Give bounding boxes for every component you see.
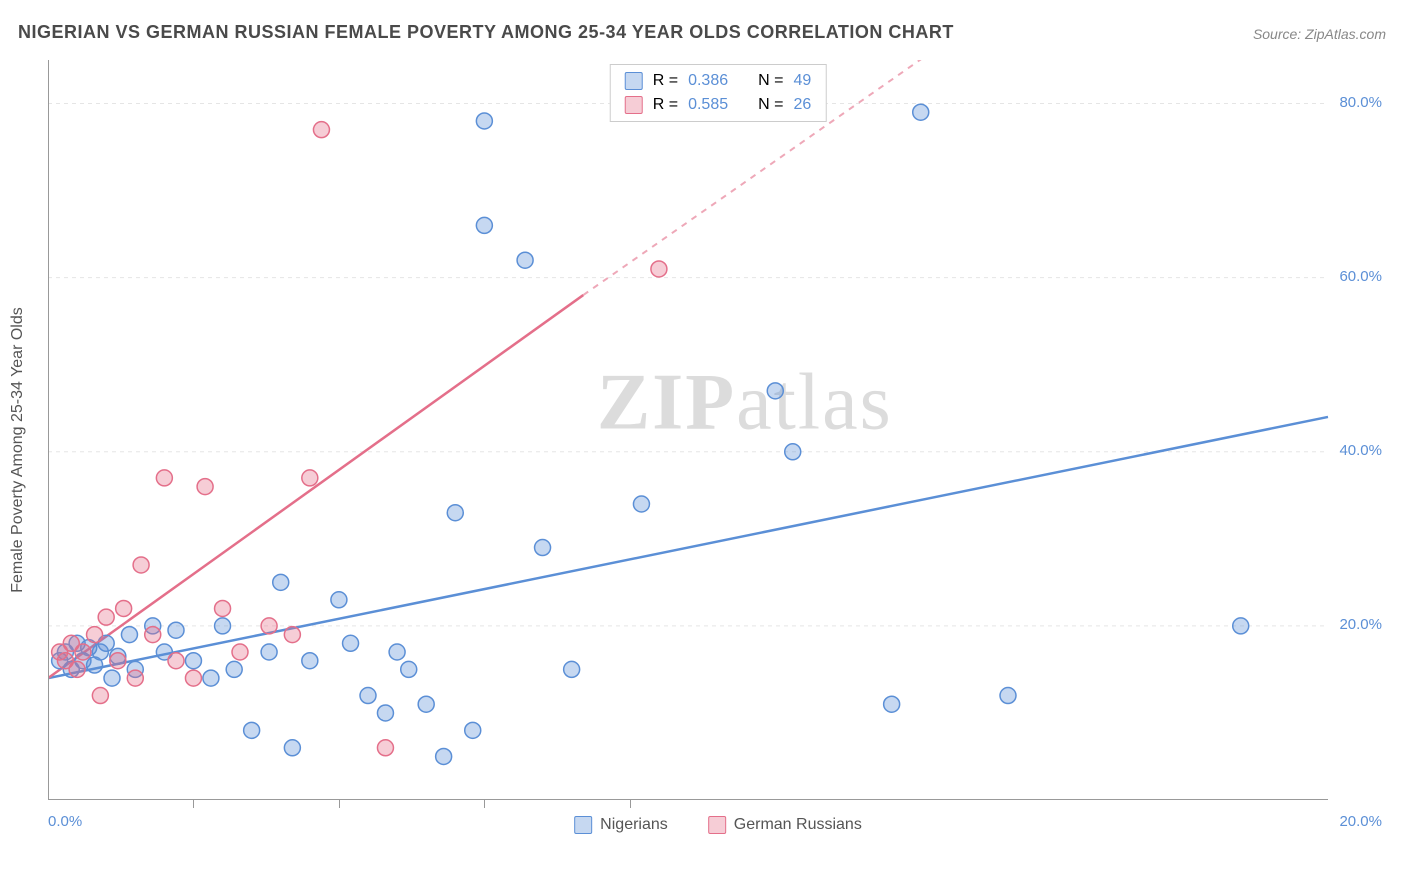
n-label: N =: [758, 69, 783, 93]
x-tick-mark: [630, 800, 631, 808]
x-axis-line: [48, 799, 1328, 800]
r-value-nigerians: 0.386: [688, 69, 728, 93]
source-attribution: Source: ZipAtlas.com: [1253, 26, 1386, 42]
r-label: R =: [653, 69, 678, 93]
legend-swatch-nigerians: [574, 816, 592, 834]
legend-item-german-russians: German Russians: [708, 816, 862, 834]
legend-item-nigerians: Nigerians: [574, 816, 668, 834]
y-tick-label: 60.0%: [1339, 268, 1382, 285]
swatch-german-russians: [625, 96, 643, 114]
source-link[interactable]: ZipAtlas.com: [1305, 26, 1386, 42]
x-tick-label: 20.0%: [1339, 813, 1382, 830]
stats-row-nigerians: R = 0.386 N = 49: [625, 69, 812, 93]
y-axis-label: Female Poverty Among 25-34 Year Olds: [9, 307, 27, 593]
n-value-nigerians: 49: [793, 69, 811, 93]
x-tick-mark: [193, 800, 194, 808]
x-tick-mark: [339, 800, 340, 808]
legend-swatch-german-russians: [708, 816, 726, 834]
stats-row-german-russians: R = 0.585 N = 26: [625, 93, 812, 117]
legend-label-german-russians: German Russians: [734, 816, 862, 834]
r-value-german-russians: 0.585: [688, 93, 728, 117]
y-axis-line: [48, 60, 49, 800]
source-prefix: Source:: [1253, 26, 1305, 42]
correlation-stats-box: R = 0.386 N = 49 R = 0.585 N = 26: [610, 64, 827, 122]
series-legend: Nigerians German Russians: [574, 816, 862, 834]
chart-area: Female Poverty Among 25-34 Year Olds ZIP…: [48, 60, 1388, 840]
y-tick-label: 40.0%: [1339, 442, 1382, 459]
chart-title: NIGERIAN VS GERMAN RUSSIAN FEMALE POVERT…: [18, 22, 954, 43]
swatch-nigerians: [625, 72, 643, 90]
n-value-german-russians: 26: [793, 93, 811, 117]
y-tick-label: 80.0%: [1339, 94, 1382, 111]
y-tick-label: 20.0%: [1339, 616, 1382, 633]
scatter-plot: [48, 60, 1388, 840]
n-label: N =: [758, 93, 783, 117]
x-tick-label: 0.0%: [48, 813, 82, 830]
x-tick-mark: [484, 800, 485, 808]
r-label: R =: [653, 93, 678, 117]
legend-label-nigerians: Nigerians: [600, 816, 668, 834]
